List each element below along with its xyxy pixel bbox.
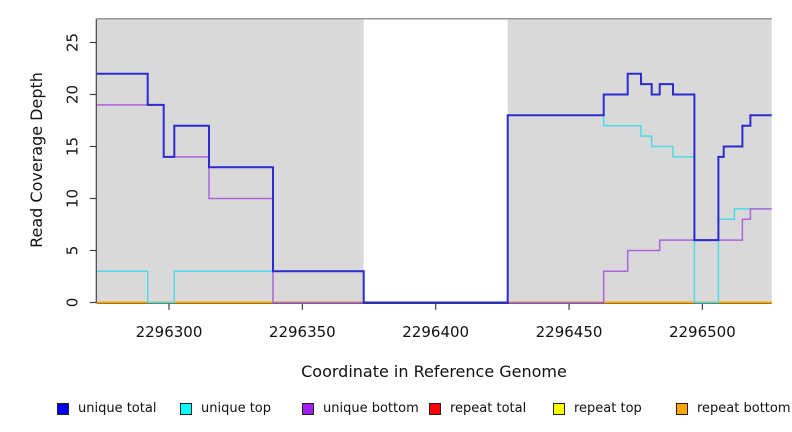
series-unique-total (97, 72, 772, 304)
legend-item-unique-top: unique top (180, 401, 271, 417)
legend-swatch-repeat-bottom (676, 403, 688, 415)
x-tick-label: 2296350 (269, 323, 336, 341)
legend-swatch-unique-total (57, 403, 69, 415)
shaded-region (97, 19, 364, 303)
shaded-region (507, 19, 772, 303)
x-tick-label: 2296400 (402, 323, 469, 341)
y-tick-label: 25 (63, 33, 81, 52)
legend-swatch-repeat-top (553, 403, 565, 415)
y-tick-label: 0 (63, 298, 81, 308)
legend-item-repeat-total: repeat total (429, 401, 526, 417)
legend-item-unique-bottom: unique bottom (302, 401, 419, 417)
legend-item-repeat-top: repeat top (553, 401, 642, 417)
x-tick-label: 2296450 (536, 323, 603, 341)
legend-label: unique top (201, 401, 272, 416)
y-tick-label: 20 (63, 85, 81, 104)
legend-item-repeat-bottom: repeat bottom (676, 401, 791, 417)
y-tick-label: 5 (63, 246, 81, 256)
legend-label: repeat total (450, 401, 527, 416)
legend-label: repeat top (574, 401, 642, 416)
legend-label: repeat bottom (697, 401, 791, 416)
legend-item-unique-total: unique total (57, 401, 156, 417)
y-tick-label: 10 (63, 189, 81, 208)
legend-swatch-unique-top (180, 403, 192, 415)
series-unique-top (97, 114, 772, 304)
series-unique-bottom (97, 104, 772, 304)
x-tick-label: 2296300 (136, 323, 203, 341)
x-axis-title: Coordinate in Reference Genome (301, 362, 567, 381)
legend-label: unique bottom (323, 401, 419, 416)
legend-swatch-repeat-total (429, 403, 441, 415)
plot-layers: 2296300 2296350 2296400 2296450 2296500 0 5 10 1… (63, 18, 772, 341)
legend-label: unique total (78, 401, 157, 416)
x-tick-label: 2296500 (669, 323, 736, 341)
legend: unique total unique top unique bottom repea… (0, 398, 792, 424)
y-tick-label: 15 (63, 137, 81, 156)
legend-swatch-unique-bottom (302, 403, 314, 415)
y-axis-title: Read Coverage Depth (27, 72, 46, 248)
